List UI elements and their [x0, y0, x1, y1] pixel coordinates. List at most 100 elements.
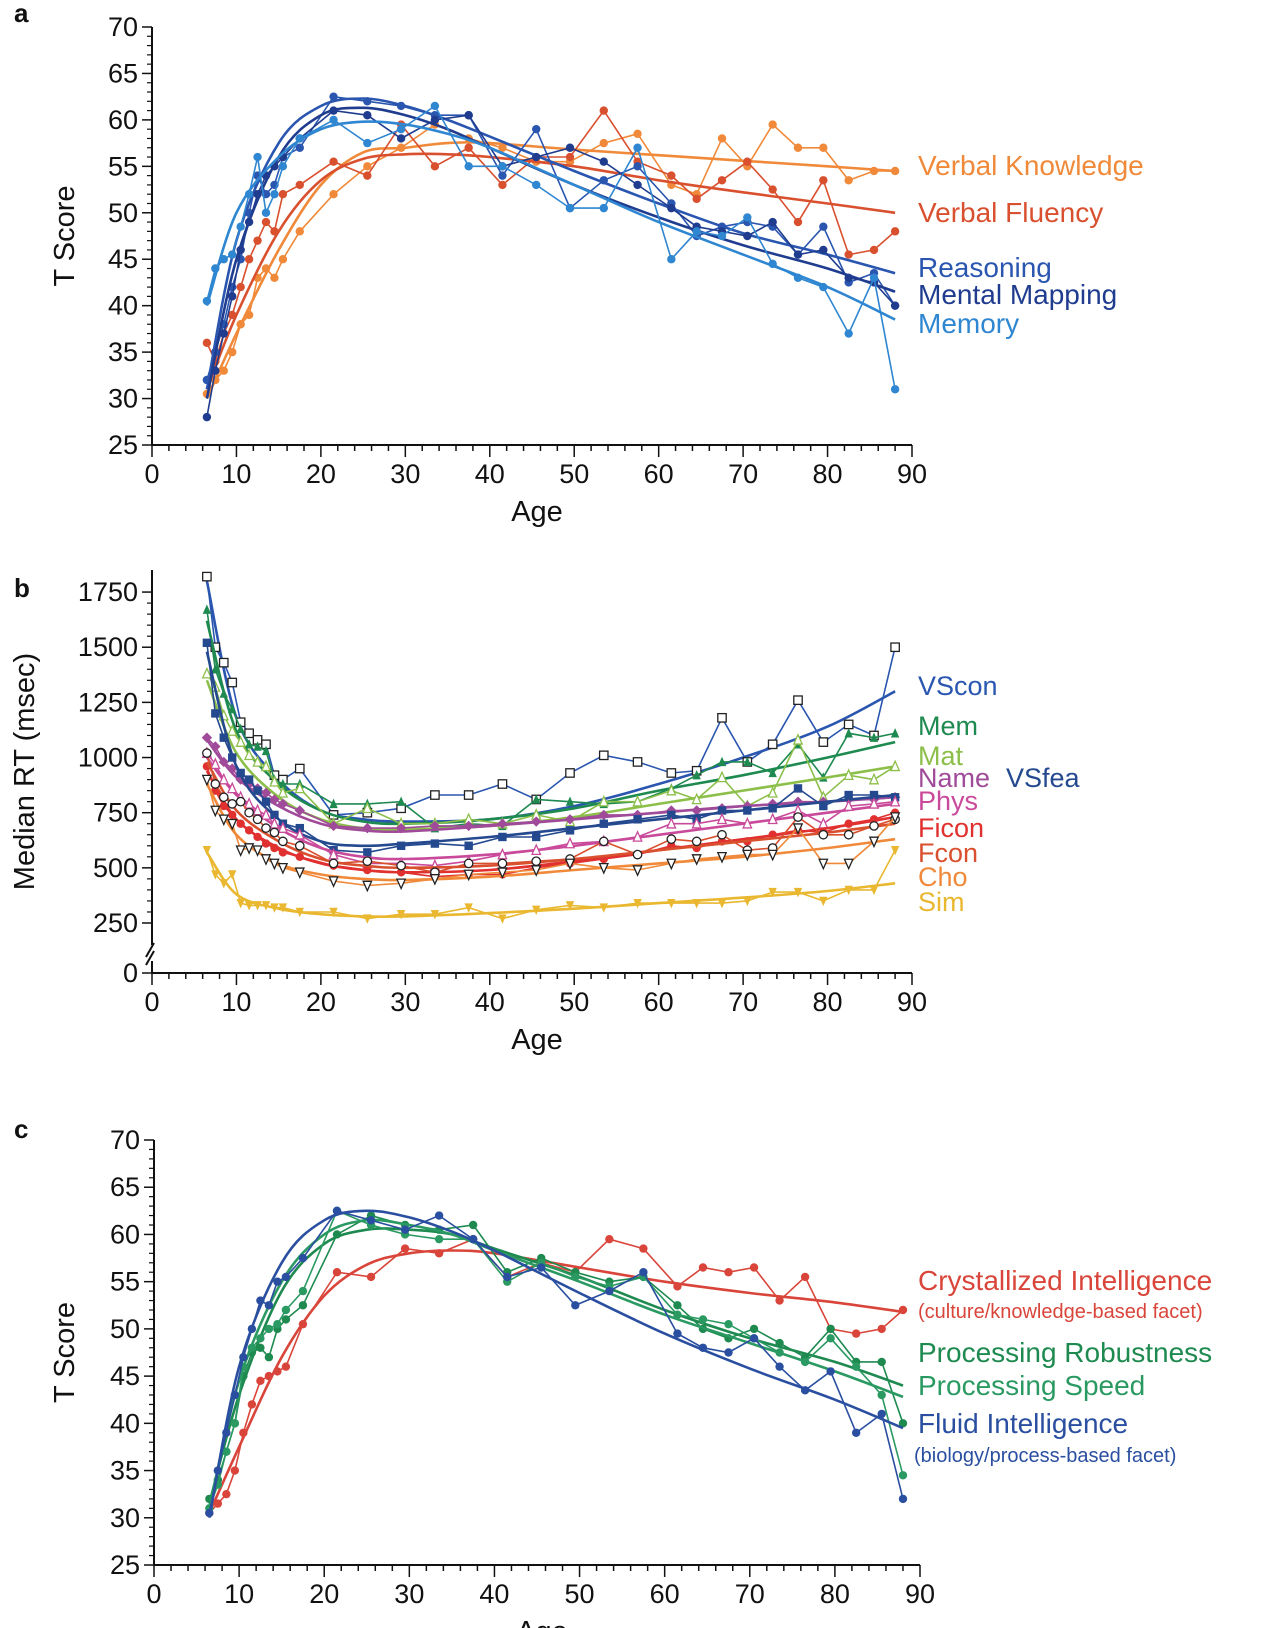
data-point — [497, 779, 508, 789]
data-point — [890, 845, 900, 856]
data-point — [698, 1343, 708, 1352]
data-point — [869, 166, 879, 176]
data-point — [328, 858, 339, 869]
data-point — [243, 778, 255, 790]
data-point — [819, 222, 828, 231]
legend-sublabel: (culture/knowledge-based facet) — [918, 1301, 1203, 1323]
data-point — [227, 781, 238, 794]
data-point — [256, 1296, 265, 1305]
data-point — [211, 709, 220, 718]
y-tick-label: 60 — [108, 105, 138, 135]
data-point — [503, 1272, 512, 1282]
series-memory — [202, 101, 900, 394]
x-tick-label: 20 — [309, 1579, 339, 1609]
data-point — [277, 862, 289, 875]
data-point — [243, 843, 255, 855]
data-point — [294, 781, 305, 794]
data-point — [717, 829, 727, 840]
data-point — [818, 816, 829, 829]
data-point — [633, 180, 642, 190]
data-point — [219, 255, 228, 264]
data-point — [273, 1277, 282, 1286]
legend-label: VScon — [918, 671, 998, 701]
data-point — [396, 101, 406, 111]
data-point — [793, 250, 803, 259]
data-point — [717, 756, 727, 767]
data-point — [818, 737, 829, 747]
data-point — [599, 203, 608, 213]
data-point — [228, 870, 237, 880]
data-point — [270, 903, 279, 913]
panel-c: c 0 10 20 30 40 50 60 70 80 90 25 30 35 40 45 50 55 60 65 70… — [14, 1114, 1212, 1628]
data-point — [236, 282, 245, 292]
data-point — [260, 854, 272, 866]
y-tick-label: 30 — [110, 1503, 140, 1533]
data-point — [256, 1376, 265, 1386]
data-point — [826, 1367, 835, 1376]
data-point — [599, 106, 608, 115]
series-fcon — [202, 748, 900, 878]
y-tick-label: 1500 — [78, 632, 138, 662]
legend-label: Processing Robustness — [918, 1337, 1212, 1368]
data-point — [298, 1301, 308, 1310]
data-point — [218, 657, 229, 668]
data-point — [843, 768, 854, 781]
x-axis-label: Age — [511, 496, 563, 528]
legend-label: Memory — [918, 308, 1019, 339]
data-point — [362, 880, 373, 893]
data-point — [633, 143, 642, 152]
legend-label: Cho — [918, 862, 968, 892]
data-point — [673, 1301, 682, 1310]
data-point — [666, 783, 677, 796]
data-point — [768, 887, 777, 898]
data-point — [363, 97, 372, 106]
x-tick-label: 80 — [813, 987, 843, 1017]
data-point — [202, 638, 212, 648]
data-line — [206, 576, 896, 816]
fit-curve — [205, 152, 896, 390]
data-point — [844, 885, 853, 896]
data-point — [332, 1206, 342, 1216]
data-point — [564, 814, 576, 825]
data-point — [244, 826, 254, 835]
data-point — [261, 745, 271, 756]
data-point — [632, 865, 643, 877]
data-point — [396, 841, 406, 850]
data-point — [598, 809, 609, 821]
legend-label: Processing Speed — [918, 1370, 1145, 1401]
x-tick-label: 40 — [479, 1579, 509, 1609]
x-tick-label: 60 — [650, 1579, 680, 1609]
data-point — [202, 338, 212, 348]
data-point — [564, 836, 576, 849]
x-tick-label: 30 — [394, 1579, 424, 1609]
data-point — [826, 1324, 835, 1334]
data-point — [717, 231, 727, 241]
data-point — [295, 180, 304, 190]
data-point — [673, 1282, 682, 1291]
x-tick-label: 70 — [728, 987, 758, 1017]
data-point — [363, 111, 372, 120]
data-point — [228, 753, 237, 762]
x-tick-label: 10 — [221, 459, 251, 489]
fit-curve — [205, 580, 896, 823]
data-point — [278, 255, 288, 264]
data-point — [531, 865, 542, 877]
data-point — [430, 839, 440, 848]
data-point — [213, 1466, 223, 1475]
data-point — [219, 366, 228, 375]
data-point — [639, 1244, 648, 1253]
data-point — [691, 792, 702, 805]
data-point — [633, 815, 642, 824]
data-point — [363, 138, 372, 148]
data-point — [277, 798, 289, 810]
data-point — [270, 273, 279, 282]
data-point — [768, 120, 777, 129]
data-point — [666, 805, 677, 816]
series-cho — [201, 774, 901, 893]
data-point — [869, 732, 879, 742]
data-point — [877, 1324, 886, 1334]
legend-label: Ficon — [918, 813, 984, 843]
data-point — [239, 1353, 248, 1362]
data-point — [270, 810, 279, 820]
data-point — [598, 750, 609, 761]
